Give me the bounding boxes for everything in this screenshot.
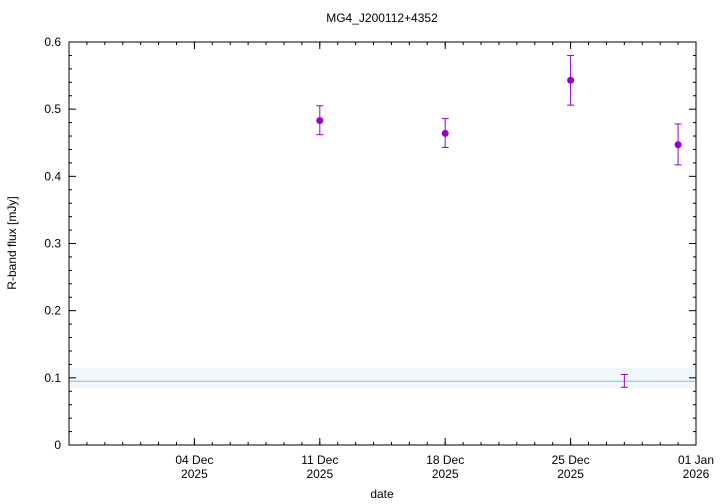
data-point [674,141,682,149]
x-tick-label: 18 Dec [426,453,464,467]
y-axis-label: R-band flux [mJy] [5,196,19,289]
data-point [441,129,449,137]
x-tick-label: 04 Dec [175,453,213,467]
data-point [567,76,575,84]
y-tick-label: 0.2 [44,304,61,318]
x-tick-label-year: 2026 [683,467,710,481]
data-point [316,117,324,125]
data-points-layer [316,54,682,388]
x-axis-label: date [370,487,394,501]
chart-title: MG4_J200112+4352 [326,11,438,25]
y-tick-label: 0.6 [44,35,61,49]
x-tick-label: 11 Dec [301,453,338,467]
reference-band-layer [69,367,696,388]
y-tick-label: 0.3 [44,237,61,251]
y-tick-label: 0.5 [44,102,61,116]
x-tick-label-year: 2025 [306,467,333,481]
x-tick-label-year: 2025 [181,467,208,481]
y-tick-label: 0 [54,438,61,452]
x-tick-label: 25 Dec [552,453,590,467]
reference-band [69,367,696,388]
x-tick-label-year: 2025 [432,467,459,481]
y-tick-label: 0.4 [44,169,61,183]
y-tick-label: 0.1 [44,371,61,385]
x-tick-label-year: 2025 [557,467,584,481]
x-tick-label: 01 Jan [678,453,714,467]
